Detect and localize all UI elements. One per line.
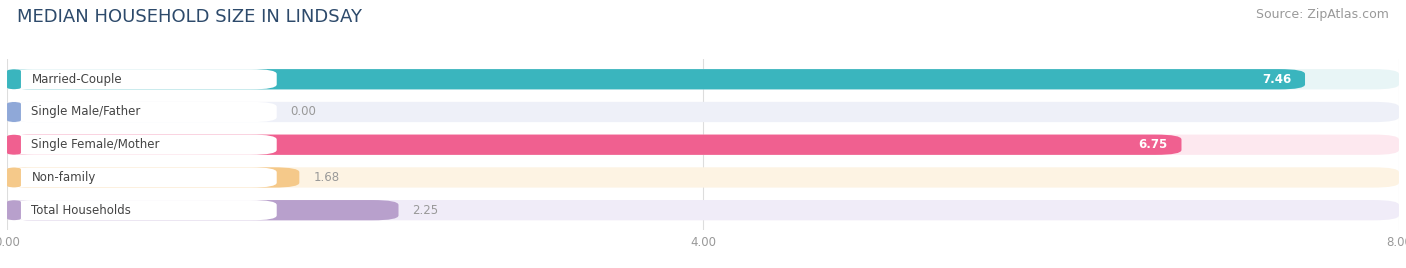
FancyBboxPatch shape <box>7 135 1399 155</box>
Text: 6.75: 6.75 <box>1139 138 1167 151</box>
FancyBboxPatch shape <box>7 69 1305 90</box>
Text: Single Female/Mother: Single Female/Mother <box>31 138 160 151</box>
FancyBboxPatch shape <box>7 200 21 220</box>
Text: 0.00: 0.00 <box>291 106 316 118</box>
Text: Source: ZipAtlas.com: Source: ZipAtlas.com <box>1256 8 1389 21</box>
FancyBboxPatch shape <box>7 167 1399 188</box>
FancyBboxPatch shape <box>7 200 398 220</box>
Text: Non-family: Non-family <box>31 171 96 184</box>
FancyBboxPatch shape <box>7 135 21 155</box>
Text: 7.46: 7.46 <box>1261 73 1291 86</box>
Text: Married-Couple: Married-Couple <box>31 73 122 86</box>
FancyBboxPatch shape <box>7 102 277 122</box>
FancyBboxPatch shape <box>7 102 1399 122</box>
FancyBboxPatch shape <box>7 200 1399 220</box>
Text: Total Households: Total Households <box>31 204 131 217</box>
FancyBboxPatch shape <box>7 69 277 90</box>
FancyBboxPatch shape <box>7 167 277 188</box>
FancyBboxPatch shape <box>7 135 1181 155</box>
FancyBboxPatch shape <box>7 102 21 122</box>
Text: Single Male/Father: Single Male/Father <box>31 106 141 118</box>
FancyBboxPatch shape <box>7 69 1399 90</box>
FancyBboxPatch shape <box>7 167 299 188</box>
Text: MEDIAN HOUSEHOLD SIZE IN LINDSAY: MEDIAN HOUSEHOLD SIZE IN LINDSAY <box>17 8 361 26</box>
Text: 1.68: 1.68 <box>314 171 339 184</box>
FancyBboxPatch shape <box>7 167 21 188</box>
FancyBboxPatch shape <box>7 200 277 220</box>
Text: 2.25: 2.25 <box>412 204 439 217</box>
FancyBboxPatch shape <box>7 135 277 155</box>
FancyBboxPatch shape <box>7 69 21 90</box>
